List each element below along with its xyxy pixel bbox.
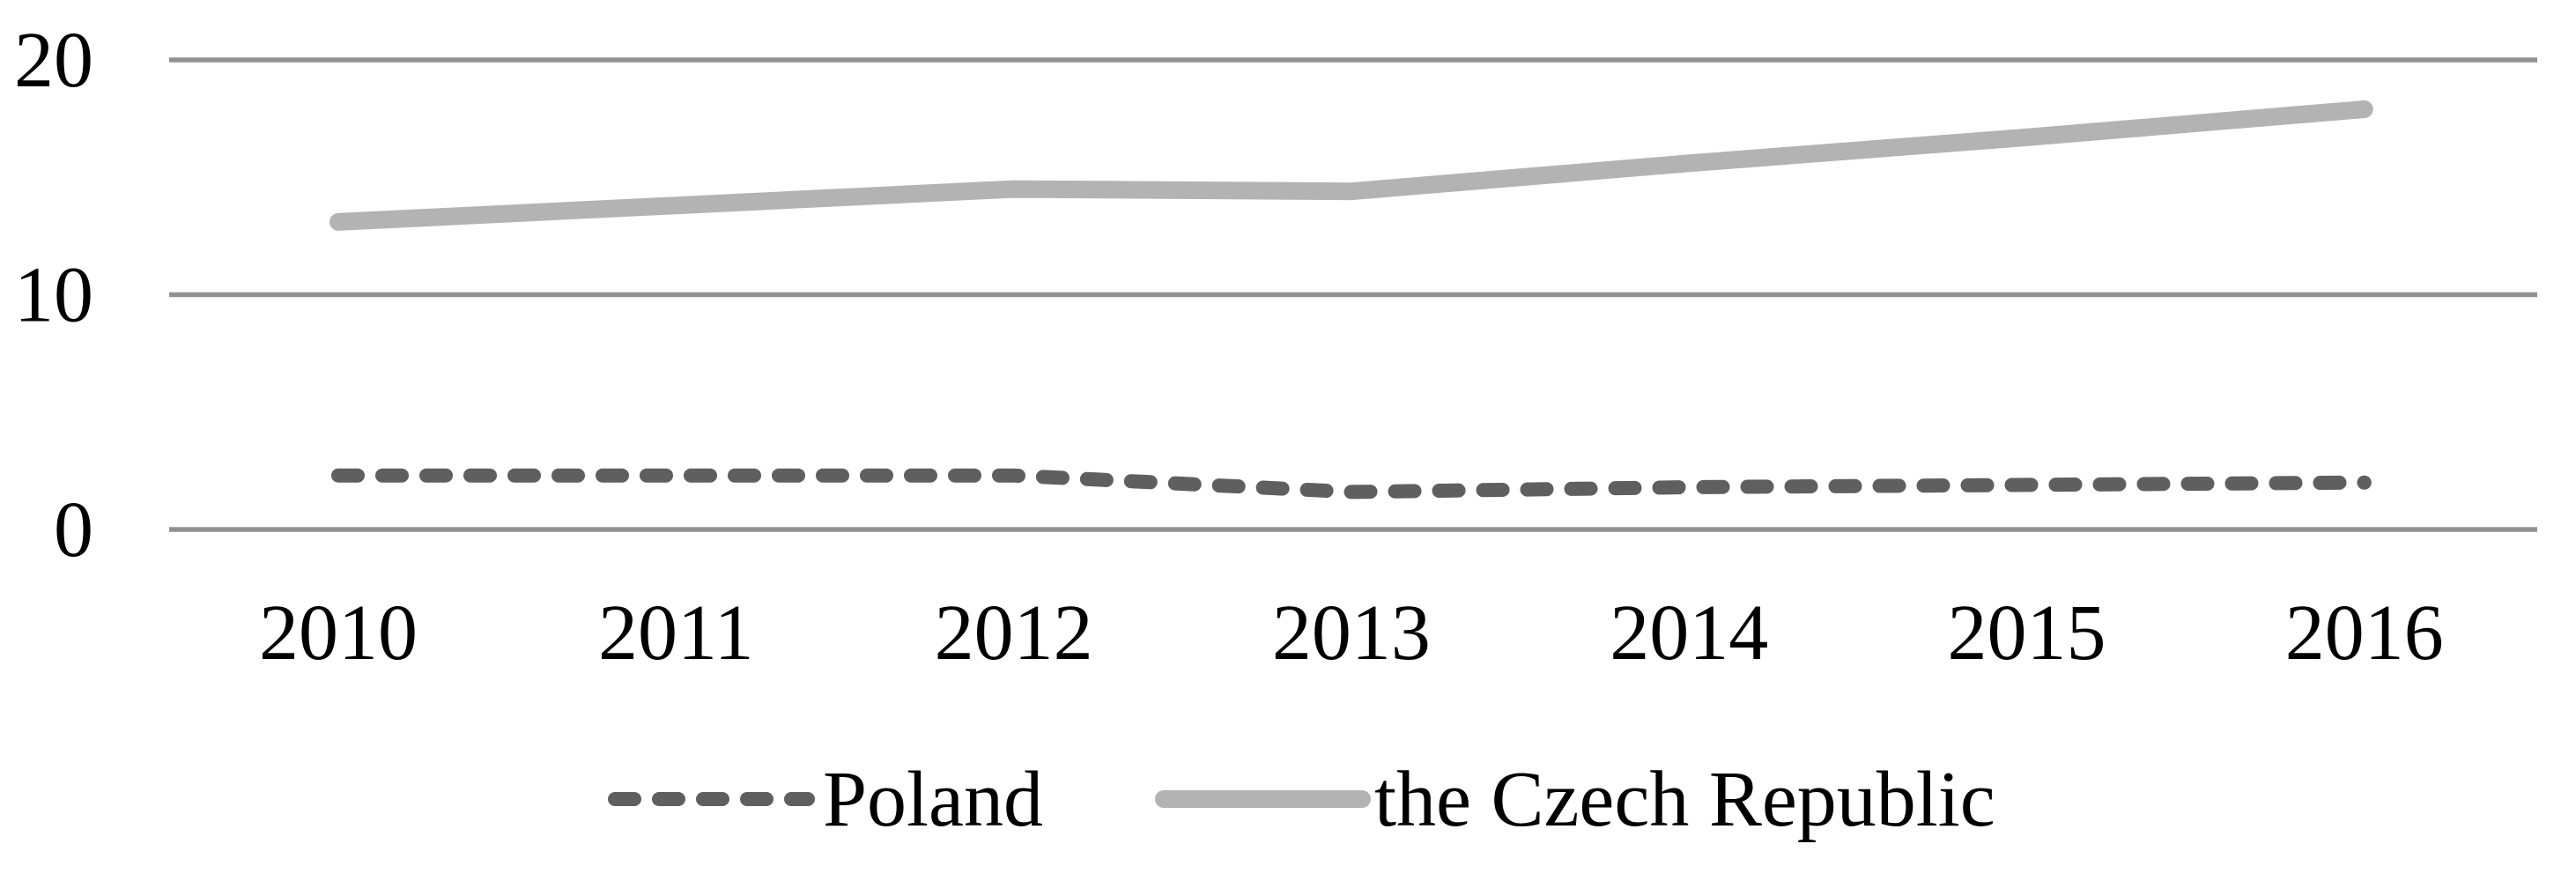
y-axis-tick-label: 20: [14, 17, 93, 104]
x-axis-tick-label: 2015: [1948, 589, 2106, 677]
x-axis-tick-label: 2014: [1610, 589, 1768, 677]
x-axis-tick-label: 2016: [2285, 589, 2444, 677]
series-line-poland: [331, 468, 2372, 500]
x-axis-tick-label: 2010: [259, 589, 418, 677]
x-axis-tick-label: 2012: [935, 589, 1093, 677]
y-axis-tick-label: 10: [14, 252, 93, 339]
legend-label-poland: Poland: [823, 756, 1043, 843]
x-axis-tick-label: 2011: [598, 589, 754, 677]
series-line-the-czech-republic: [329, 100, 2373, 231]
x-axis-tick-label: 2013: [1272, 589, 1431, 677]
legend-label-the-czech-republic: the Czech Republic: [1374, 756, 1995, 843]
y-axis-tick-label: 0: [54, 486, 93, 574]
